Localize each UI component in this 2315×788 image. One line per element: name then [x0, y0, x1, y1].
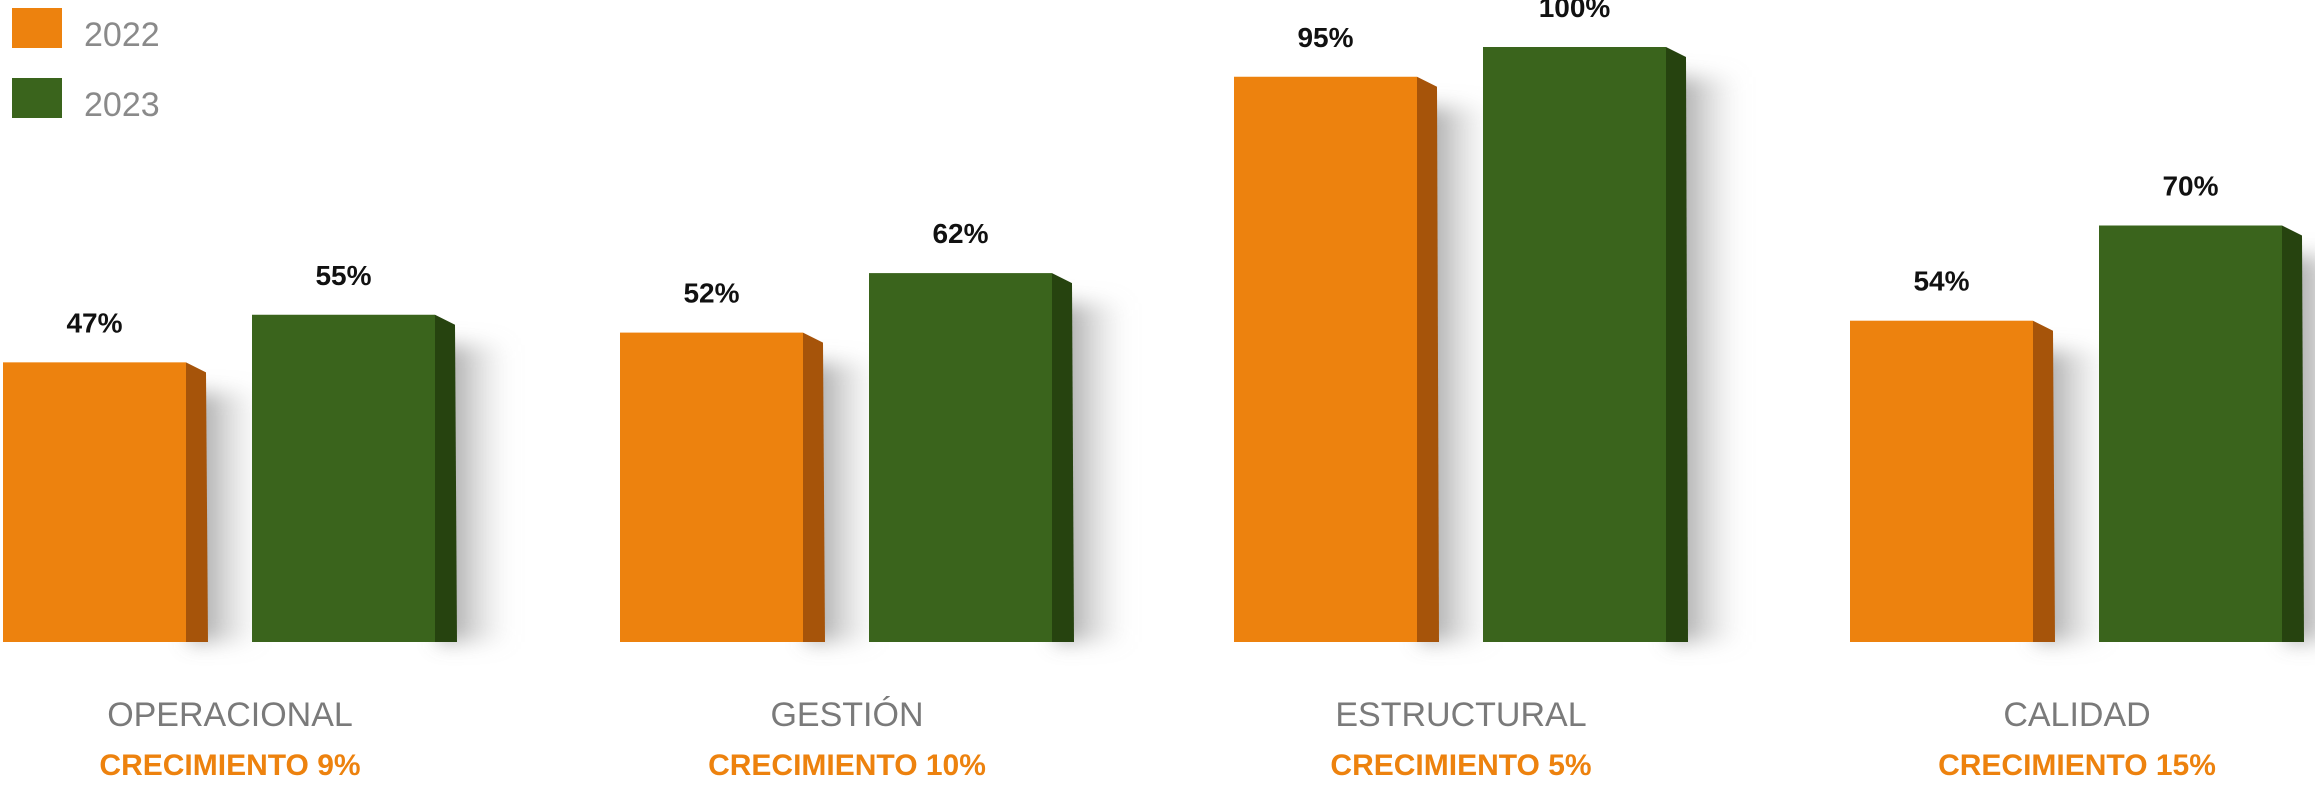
value-label-estructural-2023: 100%	[1539, 0, 1611, 23]
bars	[3, 47, 2304, 642]
value-labels: 47% 55% 52% 62% 95% 100% 54% 70%	[66, 0, 2218, 338]
bar-estructural-2023	[1483, 47, 1666, 642]
bar-operacional-2022	[3, 362, 186, 642]
value-label-operacional-2023: 55%	[315, 260, 371, 291]
value-label-operacional-2022: 47%	[66, 307, 122, 338]
category-label-calidad: CALIDAD	[2003, 696, 2150, 734]
category-label-operacional: OPERACIONAL	[107, 696, 353, 734]
bar-side-calidad-2023	[2282, 225, 2304, 642]
category-label-gestion: GESTIÓN	[770, 696, 923, 734]
legend-label-2022: 2022	[84, 16, 160, 54]
value-label-gestion-2022: 52%	[683, 278, 739, 309]
bar-gestion-2023	[869, 273, 1052, 642]
bar-calidad-2022	[1850, 320, 2033, 642]
category-label-estructural: ESTRUCTURAL	[1335, 696, 1586, 734]
growth-label-estructural: CRECIMIENTO 5%	[1330, 749, 1591, 782]
bar-operacional-2023	[252, 314, 435, 642]
growth-labels: CRECIMIENTO 9% CRECIMIENTO 10% CRECIMIENTO…	[99, 749, 2216, 782]
legend-swatch-2023	[12, 78, 62, 118]
category-labels: OPERACIONAL GESTIÓN ESTRUCTURAL CALIDAD	[107, 696, 2151, 734]
bar-side-operacional-2023	[435, 314, 457, 642]
bar-side-operacional-2022	[186, 362, 208, 642]
bar-side-gestion-2023	[1052, 273, 1074, 642]
growth-label-operacional: CRECIMIENTO 9%	[99, 749, 360, 782]
legend-label-2023: 2023	[84, 86, 160, 124]
bar-side-calidad-2022	[2033, 320, 2055, 642]
bar-gestion-2022	[620, 332, 803, 642]
bar-side-estructural-2022	[1417, 76, 1439, 642]
legend-swatch-2022	[12, 8, 62, 48]
legend: 2022 2023	[12, 8, 160, 124]
bar-estructural-2022	[1234, 76, 1417, 642]
bar-calidad-2023	[2099, 225, 2282, 642]
value-label-calidad-2022: 54%	[1913, 266, 1969, 297]
growth-label-calidad: CRECIMIENTO 15%	[1938, 749, 2216, 782]
bar-side-gestion-2022	[803, 332, 825, 642]
value-label-calidad-2023: 70%	[2162, 171, 2218, 202]
value-label-gestion-2023: 62%	[932, 218, 988, 249]
growth-label-gestion: CRECIMIENTO 10%	[708, 749, 986, 782]
bar-side-estructural-2023	[1666, 47, 1688, 642]
value-label-estructural-2022: 95%	[1297, 22, 1353, 53]
